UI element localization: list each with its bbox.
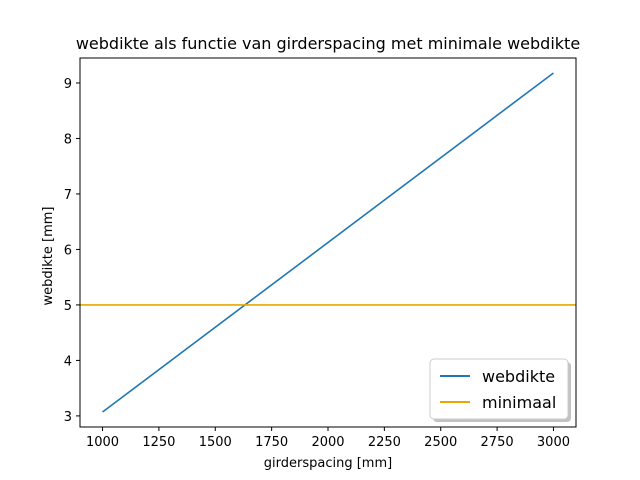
legend-box bbox=[429, 358, 569, 420]
chart-title: webdikte als functie van girderspacing m… bbox=[76, 34, 580, 53]
y-axis-label: webdikte [mm] bbox=[41, 207, 56, 306]
x-axis-label: girderspacing [mm] bbox=[264, 456, 392, 471]
legend-label-webdikte: webdikte bbox=[482, 367, 555, 386]
x-tick-label: 2750 bbox=[481, 435, 514, 450]
y-tick-label: 9 bbox=[64, 77, 72, 92]
y-tick-label: 6 bbox=[64, 243, 72, 258]
series-line-webdikte bbox=[102, 72, 554, 413]
x-tick-label: 3000 bbox=[537, 435, 570, 450]
y-tick-label: 3 bbox=[64, 410, 72, 425]
x-tick-label: 1000 bbox=[86, 435, 119, 450]
x-tick-label: 2250 bbox=[368, 435, 401, 450]
legend: webdikte minimaal bbox=[429, 358, 571, 422]
legend-label-minimaal: minimaal bbox=[482, 393, 556, 412]
x-tick-label: 1750 bbox=[255, 435, 288, 450]
y-axis: 3 4 5 6 7 8 9 bbox=[64, 77, 80, 425]
y-tick-label: 7 bbox=[64, 188, 72, 203]
series-layer bbox=[80, 72, 576, 413]
x-tick-label: 1500 bbox=[199, 435, 232, 450]
x-tick-label: 2500 bbox=[424, 435, 457, 450]
y-tick-label: 4 bbox=[64, 354, 72, 369]
x-tick-label: 1250 bbox=[142, 435, 175, 450]
y-tick-label: 5 bbox=[64, 299, 72, 314]
x-tick-label: 2000 bbox=[311, 435, 344, 450]
y-tick-label: 8 bbox=[64, 132, 72, 147]
x-axis: 1000 1250 1500 1750 2000 2250 2500 2750 3000 bbox=[86, 427, 570, 450]
